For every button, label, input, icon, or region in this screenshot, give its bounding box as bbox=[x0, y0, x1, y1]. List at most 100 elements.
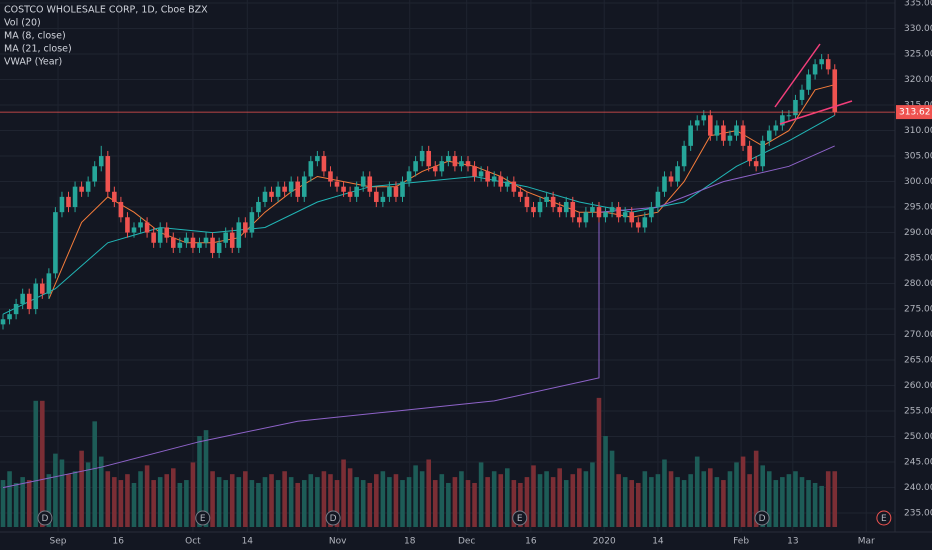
volume-bar bbox=[40, 400, 45, 527]
candle-body bbox=[681, 145, 687, 167]
volume-bar bbox=[400, 480, 405, 527]
candle-body bbox=[190, 237, 196, 248]
candle-body bbox=[485, 171, 490, 182]
candle-body bbox=[806, 74, 811, 90]
volume-bar bbox=[66, 474, 71, 527]
candle-body bbox=[79, 186, 84, 192]
candle-body bbox=[177, 242, 183, 248]
volume-bar bbox=[46, 474, 52, 527]
volume-bar bbox=[308, 474, 314, 527]
candles bbox=[0, 54, 838, 330]
volume-bar bbox=[177, 482, 183, 527]
candle-body bbox=[511, 181, 517, 192]
volume-bar bbox=[694, 456, 700, 527]
candle-body bbox=[734, 125, 739, 136]
volume-bar bbox=[649, 477, 654, 527]
volume-bar bbox=[216, 477, 222, 527]
volume-bar bbox=[288, 477, 294, 527]
candle-body bbox=[197, 242, 202, 248]
volume-bar bbox=[170, 468, 176, 527]
indicator-line bbox=[2, 145, 835, 489]
volume-bar bbox=[688, 474, 693, 527]
volume-bar bbox=[590, 462, 595, 527]
candle-body bbox=[570, 201, 576, 218]
candle-body bbox=[7, 314, 12, 320]
candle-body bbox=[308, 161, 314, 177]
volume-bar bbox=[360, 480, 366, 527]
candle-body bbox=[812, 64, 818, 75]
volume-bar bbox=[773, 480, 779, 527]
volume-bar bbox=[734, 462, 739, 527]
candle-body bbox=[799, 89, 805, 100]
trend-line[interactable] bbox=[774, 43, 821, 108]
candle-body bbox=[92, 166, 97, 182]
candle-body bbox=[170, 237, 176, 248]
candle-body bbox=[773, 125, 779, 131]
candle-body bbox=[315, 156, 320, 162]
y-tick-label: 300.00 bbox=[904, 177, 932, 187]
candle-body bbox=[491, 176, 497, 182]
candle-body bbox=[531, 207, 536, 213]
candle-body bbox=[367, 176, 373, 192]
event-label: E bbox=[200, 514, 206, 524]
candle-body bbox=[288, 181, 294, 192]
volume-bar bbox=[485, 477, 490, 527]
event-marker bbox=[754, 510, 770, 526]
candle-body bbox=[766, 130, 772, 141]
candle-body bbox=[66, 196, 71, 208]
candle-body bbox=[393, 186, 399, 197]
volume-bar bbox=[321, 471, 327, 527]
candle-body bbox=[269, 191, 274, 197]
volume-bar bbox=[0, 480, 6, 527]
y-tick-label: 245.00 bbox=[904, 458, 932, 468]
volume-bar bbox=[328, 474, 333, 527]
volume-bar bbox=[675, 477, 680, 527]
volume-bar bbox=[727, 471, 733, 527]
candle-body bbox=[360, 176, 366, 187]
event-marker bbox=[512, 510, 528, 526]
candle-body bbox=[708, 115, 713, 136]
volume-bar bbox=[374, 474, 379, 527]
candle-body bbox=[459, 161, 464, 167]
volume-bar bbox=[426, 459, 431, 527]
candle-body bbox=[13, 303, 19, 315]
volume-bar bbox=[367, 482, 373, 527]
volume-bar bbox=[341, 459, 346, 527]
volume-bar bbox=[780, 477, 785, 527]
y-tick-label: 335.00 bbox=[904, 0, 932, 9]
volume-bar bbox=[491, 471, 497, 527]
candle-body bbox=[439, 161, 445, 172]
candle-body bbox=[40, 283, 45, 294]
candle-body bbox=[387, 186, 392, 197]
candle-body bbox=[151, 232, 156, 243]
x-tick-label: Sep bbox=[50, 537, 67, 547]
volume-bar bbox=[498, 474, 504, 527]
volume-bar bbox=[452, 477, 458, 527]
candle-body bbox=[793, 99, 798, 116]
volume-bar bbox=[118, 480, 124, 527]
trend-line[interactable] bbox=[779, 100, 853, 125]
volume-bar bbox=[439, 474, 445, 527]
volume-bar bbox=[380, 471, 386, 527]
candle-body bbox=[144, 222, 150, 233]
last-price-label: 313.62 bbox=[899, 108, 931, 118]
volume-pane bbox=[0, 397, 838, 527]
volume-bar bbox=[550, 477, 556, 527]
volume-bar bbox=[642, 471, 648, 527]
candle-body bbox=[20, 293, 25, 304]
candle-body bbox=[537, 201, 543, 213]
y-tick-label: 240.00 bbox=[904, 483, 932, 493]
candle-body bbox=[550, 196, 556, 208]
candle-body bbox=[786, 115, 792, 117]
x-tick-label: 14 bbox=[652, 537, 664, 547]
event-marker bbox=[876, 510, 892, 526]
candle-body bbox=[295, 181, 301, 197]
event-label: E bbox=[517, 514, 523, 524]
y-tick-label: 325.00 bbox=[904, 50, 932, 60]
candle-body bbox=[249, 212, 255, 233]
legend-ma8: MA (8, close) bbox=[4, 31, 66, 42]
volume-bar bbox=[629, 480, 635, 527]
volume-bar bbox=[740, 456, 746, 527]
volume-bar bbox=[609, 450, 615, 527]
